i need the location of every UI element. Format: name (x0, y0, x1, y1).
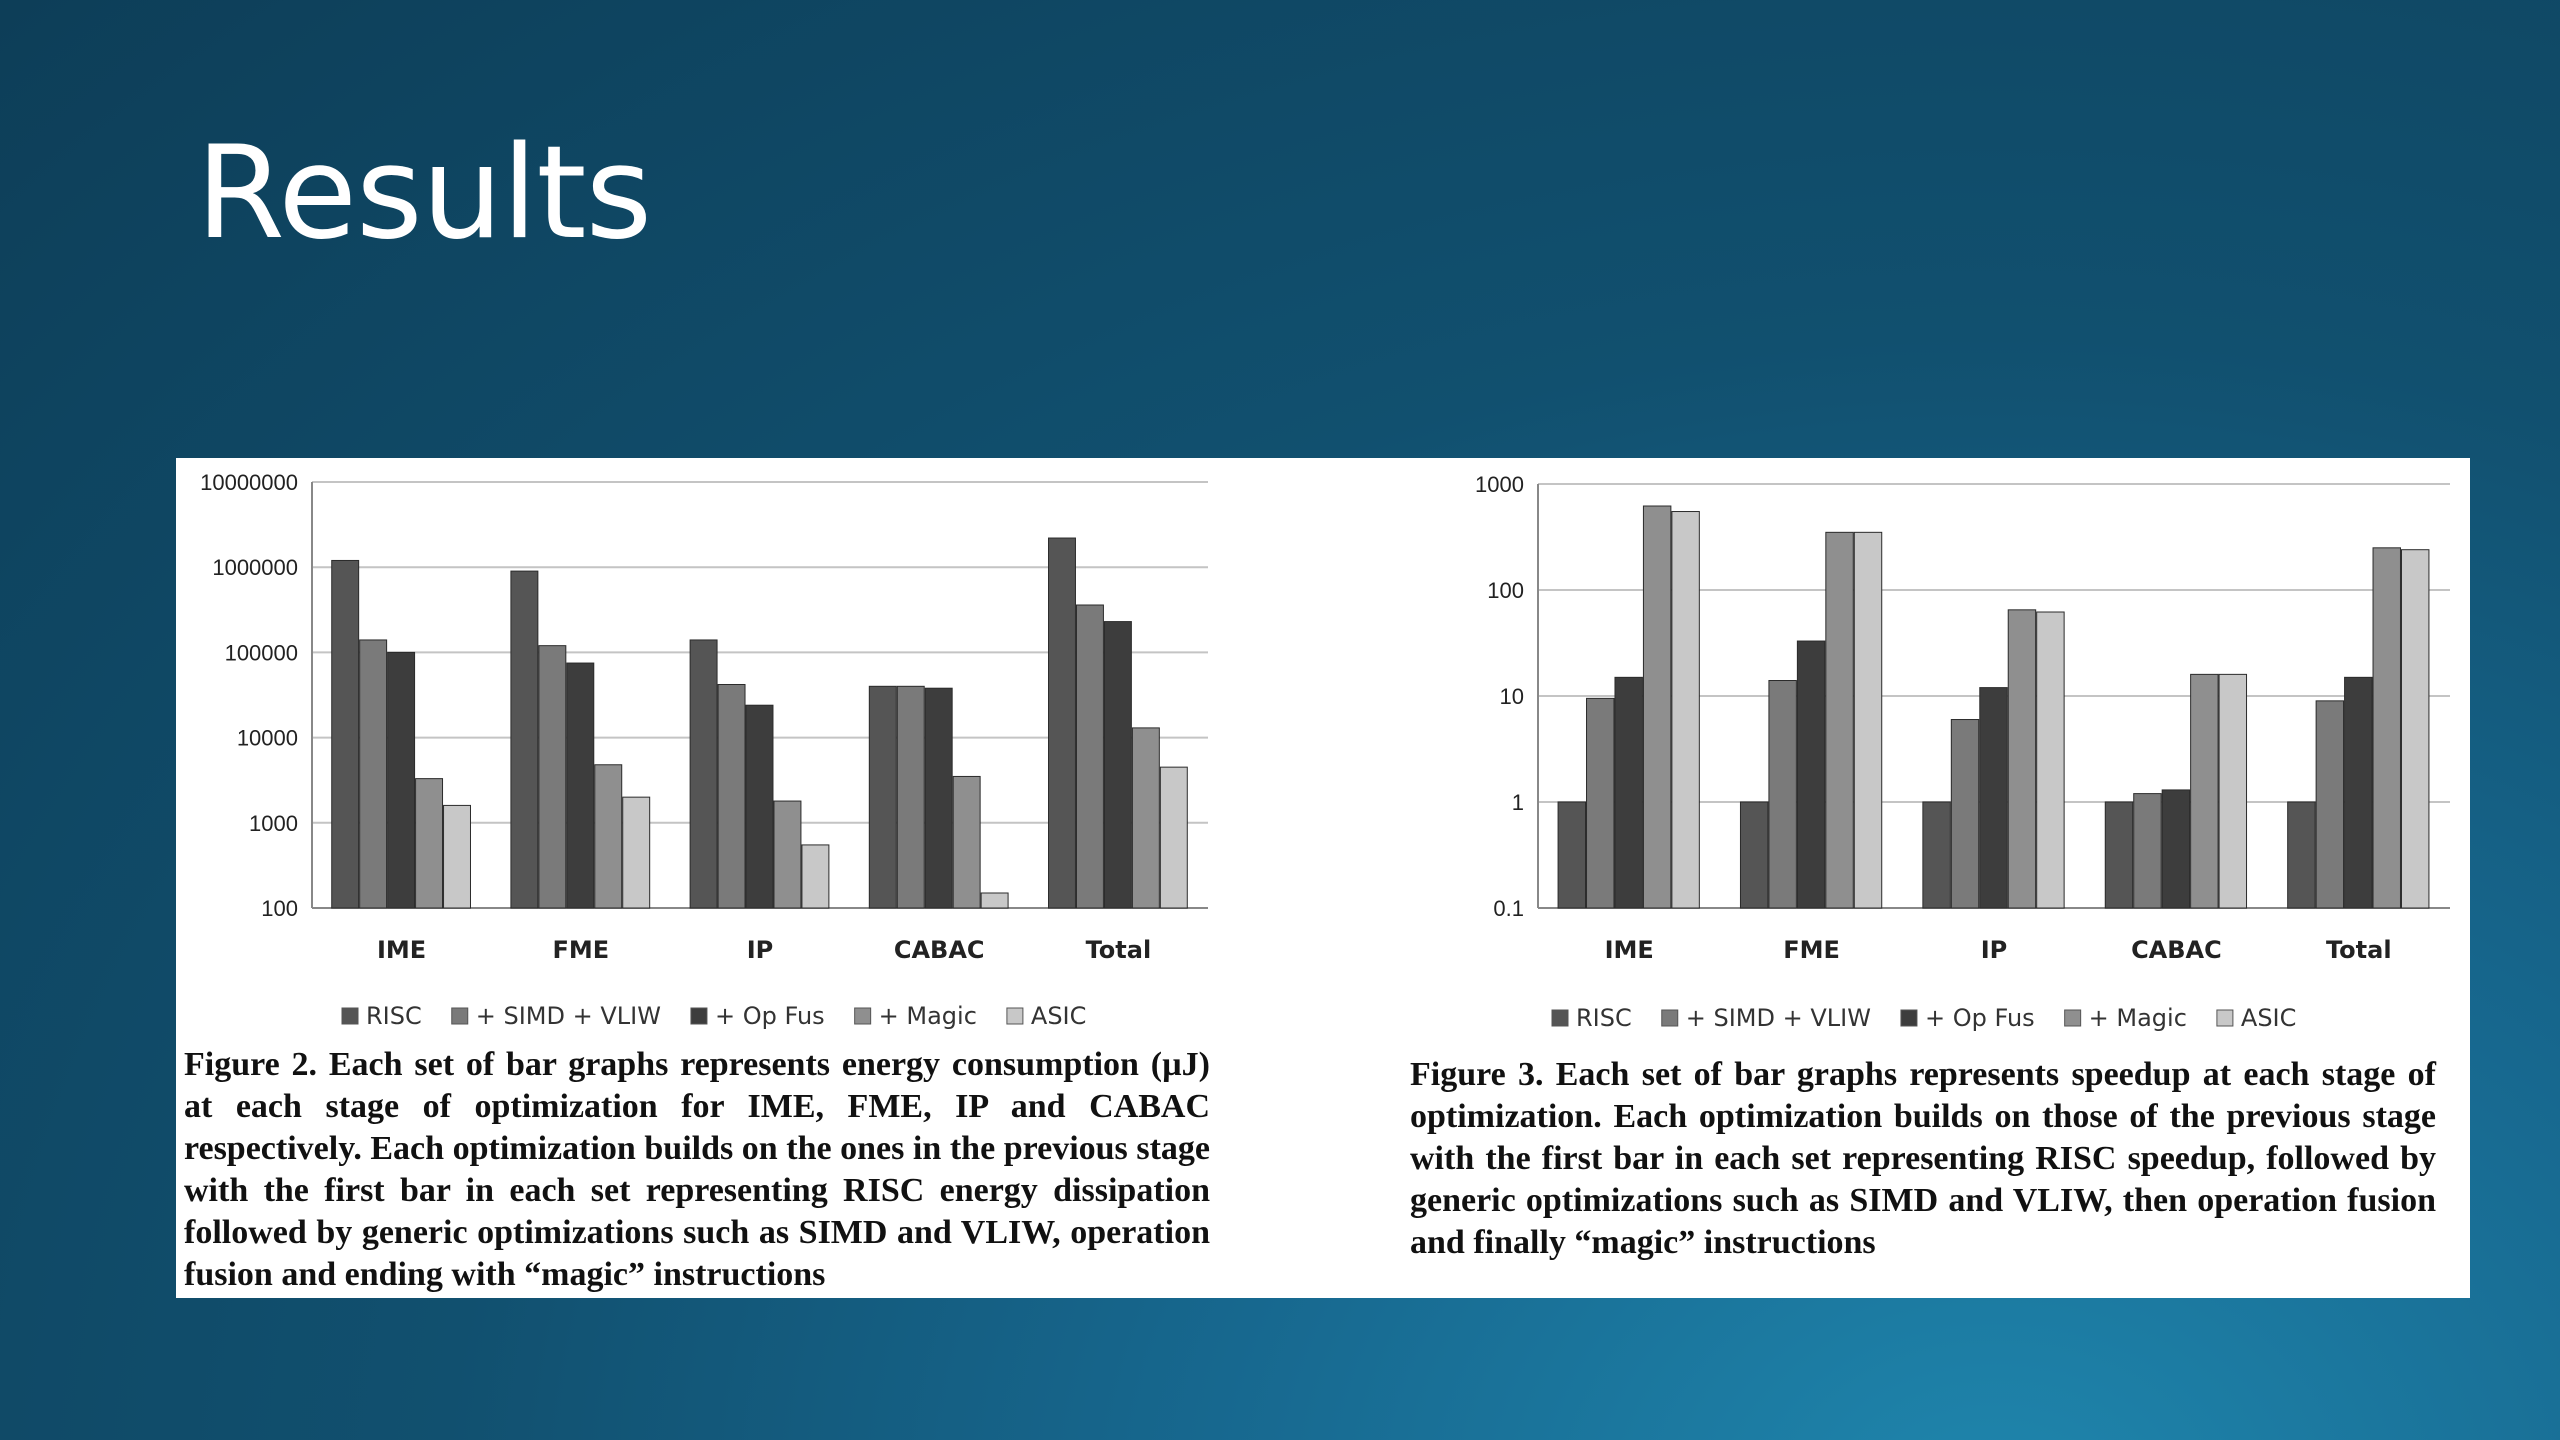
energy-y-tick-label: 10000000 (200, 470, 298, 495)
speedup-bar-cabac-1 (2133, 793, 2162, 909)
energy-bar-ime-0 (331, 559, 360, 909)
speedup-bar-fme-1 (1768, 680, 1797, 909)
speedup-legend-label: + Magic (2089, 1004, 2187, 1032)
energy-bar-ip-1 (717, 683, 746, 909)
slide-title: Results (196, 119, 652, 268)
energy-bar-ip-3 (773, 800, 802, 909)
energy-legend-label: + Op Fus (715, 1002, 825, 1030)
energy-legend-label: + SIMD + VLIW (476, 1002, 661, 1030)
energy-bar-fme-2 (566, 662, 595, 909)
energy-legend-label: RISC (366, 1002, 422, 1030)
speedup-bar-total-1 (2315, 700, 2345, 909)
figure-3-caption: Figure 3. Each set of bar graphs represe… (1410, 1056, 2436, 1261)
speedup-bar-total-3 (2372, 547, 2401, 909)
energy-legend-label: ASIC (1031, 1002, 1087, 1030)
speedup-y-tick-label: 10 (1500, 684, 1524, 709)
speedup-legend-label: ASIC (2241, 1004, 2297, 1032)
energy-bar-cabac-0 (868, 685, 897, 909)
speedup-bar-fme-2 (1796, 640, 1826, 909)
energy-y-tick-label: 1000 (249, 811, 298, 836)
speedup-y-tick-label: 1 (1512, 790, 1524, 815)
speedup-legend-label: + Op Fus (1925, 1004, 2035, 1032)
energy-bar-ip-4 (801, 844, 830, 909)
speedup-bar-cabac-3 (2190, 673, 2219, 909)
energy-category-label: Total (1086, 936, 1152, 964)
energy-category-label: CABAC (894, 936, 985, 964)
speedup-category-label: FME (1783, 936, 1840, 964)
energy-legend-swatch (1006, 1007, 1024, 1025)
speedup-category-label: Total (2326, 936, 2392, 964)
speedup-bar-fme-0 (1739, 801, 1769, 909)
speedup-legend-swatch (1661, 1009, 1679, 1027)
figures-panel: 100 1000 10000 100000 1000000 10000000 IME FME I… (176, 458, 2470, 1298)
energy-category-label: FME (552, 936, 609, 964)
energy-bar-cabac-1 (896, 685, 925, 909)
speedup-legend-swatch (2216, 1009, 2234, 1027)
speedup-bar-ime-3 (1642, 505, 1672, 909)
energy-bar-ime-2 (387, 651, 416, 909)
speedup-bar-ime-0 (1557, 801, 1587, 909)
energy-legend-swatch (341, 1007, 359, 1025)
speedup-bar-ime-1 (1586, 697, 1615, 909)
energy-y-tick-label: 100 (261, 896, 298, 921)
energy-bar-ip-2 (745, 704, 774, 909)
speedup-bar-total-0 (2287, 801, 2316, 909)
speedup-legend-swatch (1900, 1009, 1918, 1027)
energy-chart: 100 1000 10000 100000 1000000 10000000 IME FME I… (200, 470, 1208, 1030)
energy-y-tick-label: 10000 (237, 726, 298, 751)
energy-bar-fme-3 (594, 764, 623, 909)
speedup-y-tick-label: 0.1 (1493, 896, 1524, 921)
speedup-bar-total-2 (2344, 676, 2373, 909)
energy-legend-label: + Magic (879, 1002, 977, 1030)
energy-bar-fme-4 (622, 796, 651, 909)
speedup-bar-cabac-2 (2161, 789, 2191, 909)
speedup-bar-ip-4 (2036, 611, 2065, 909)
energy-bar-fme-0 (510, 570, 539, 909)
energy-category-label: IP (747, 936, 774, 964)
energy-category-label: IME (377, 936, 426, 964)
energy-legend-swatch (451, 1007, 469, 1025)
energy-bar-ip-0 (689, 639, 718, 909)
speedup-bar-ip-1 (1950, 719, 1980, 909)
speedup-bar-ime-4 (1671, 511, 1700, 909)
energy-y-tick-label: 1000000 (212, 555, 298, 580)
speedup-category-label: IME (1605, 936, 1654, 964)
speedup-bar-cabac-0 (2104, 801, 2134, 909)
speedup-bar-fme-4 (1853, 531, 1883, 909)
speedup-bar-ip-3 (2007, 609, 2037, 909)
energy-legend-swatch (690, 1007, 708, 1025)
speedup-bar-ime-2 (1614, 676, 1643, 909)
energy-bar-total-2 (1103, 621, 1132, 909)
speedup-legend-label: + SIMD + VLIW (1686, 1004, 1871, 1032)
energy-bar-ime-3 (415, 778, 444, 909)
energy-bar-cabac-4 (980, 892, 1009, 909)
speedup-bar-total-4 (2400, 549, 2430, 909)
energy-bar-total-4 (1159, 766, 1188, 909)
speedup-bar-cabac-4 (2218, 673, 2248, 909)
speedup-legend-swatch (1551, 1009, 1569, 1027)
speedup-category-label: CABAC (2131, 936, 2222, 964)
energy-bar-total-1 (1075, 604, 1104, 909)
speedup-chart: 0.1 1 10 100 1000 IME FME IP CABAC Total RISC + SIM… (1475, 472, 2450, 1032)
speedup-category-label: IP (1981, 936, 2008, 964)
energy-bar-ime-1 (359, 639, 388, 909)
energy-bar-total-0 (1048, 537, 1076, 909)
energy-bar-total-3 (1131, 727, 1160, 909)
energy-bar-cabac-3 (952, 775, 981, 909)
speedup-y-tick-label: 100 (1487, 578, 1524, 603)
speedup-bar-ip-2 (1979, 687, 2008, 909)
energy-bar-ime-4 (443, 804, 471, 909)
speedup-bar-ip-0 (1922, 801, 1951, 909)
energy-legend-swatch (854, 1007, 872, 1025)
speedup-legend-label: RISC (1576, 1004, 1632, 1032)
speedup-legend-swatch (2064, 1009, 2082, 1027)
energy-bar-cabac-2 (924, 687, 953, 909)
speedup-bar-fme-3 (1825, 531, 1854, 909)
energy-y-tick-label: 100000 (225, 640, 298, 665)
figure-2-caption: Figure 2. Each set of bar graphs represe… (184, 1046, 1210, 1293)
speedup-y-tick-label: 1000 (1475, 472, 1524, 497)
energy-bar-fme-1 (538, 645, 567, 909)
